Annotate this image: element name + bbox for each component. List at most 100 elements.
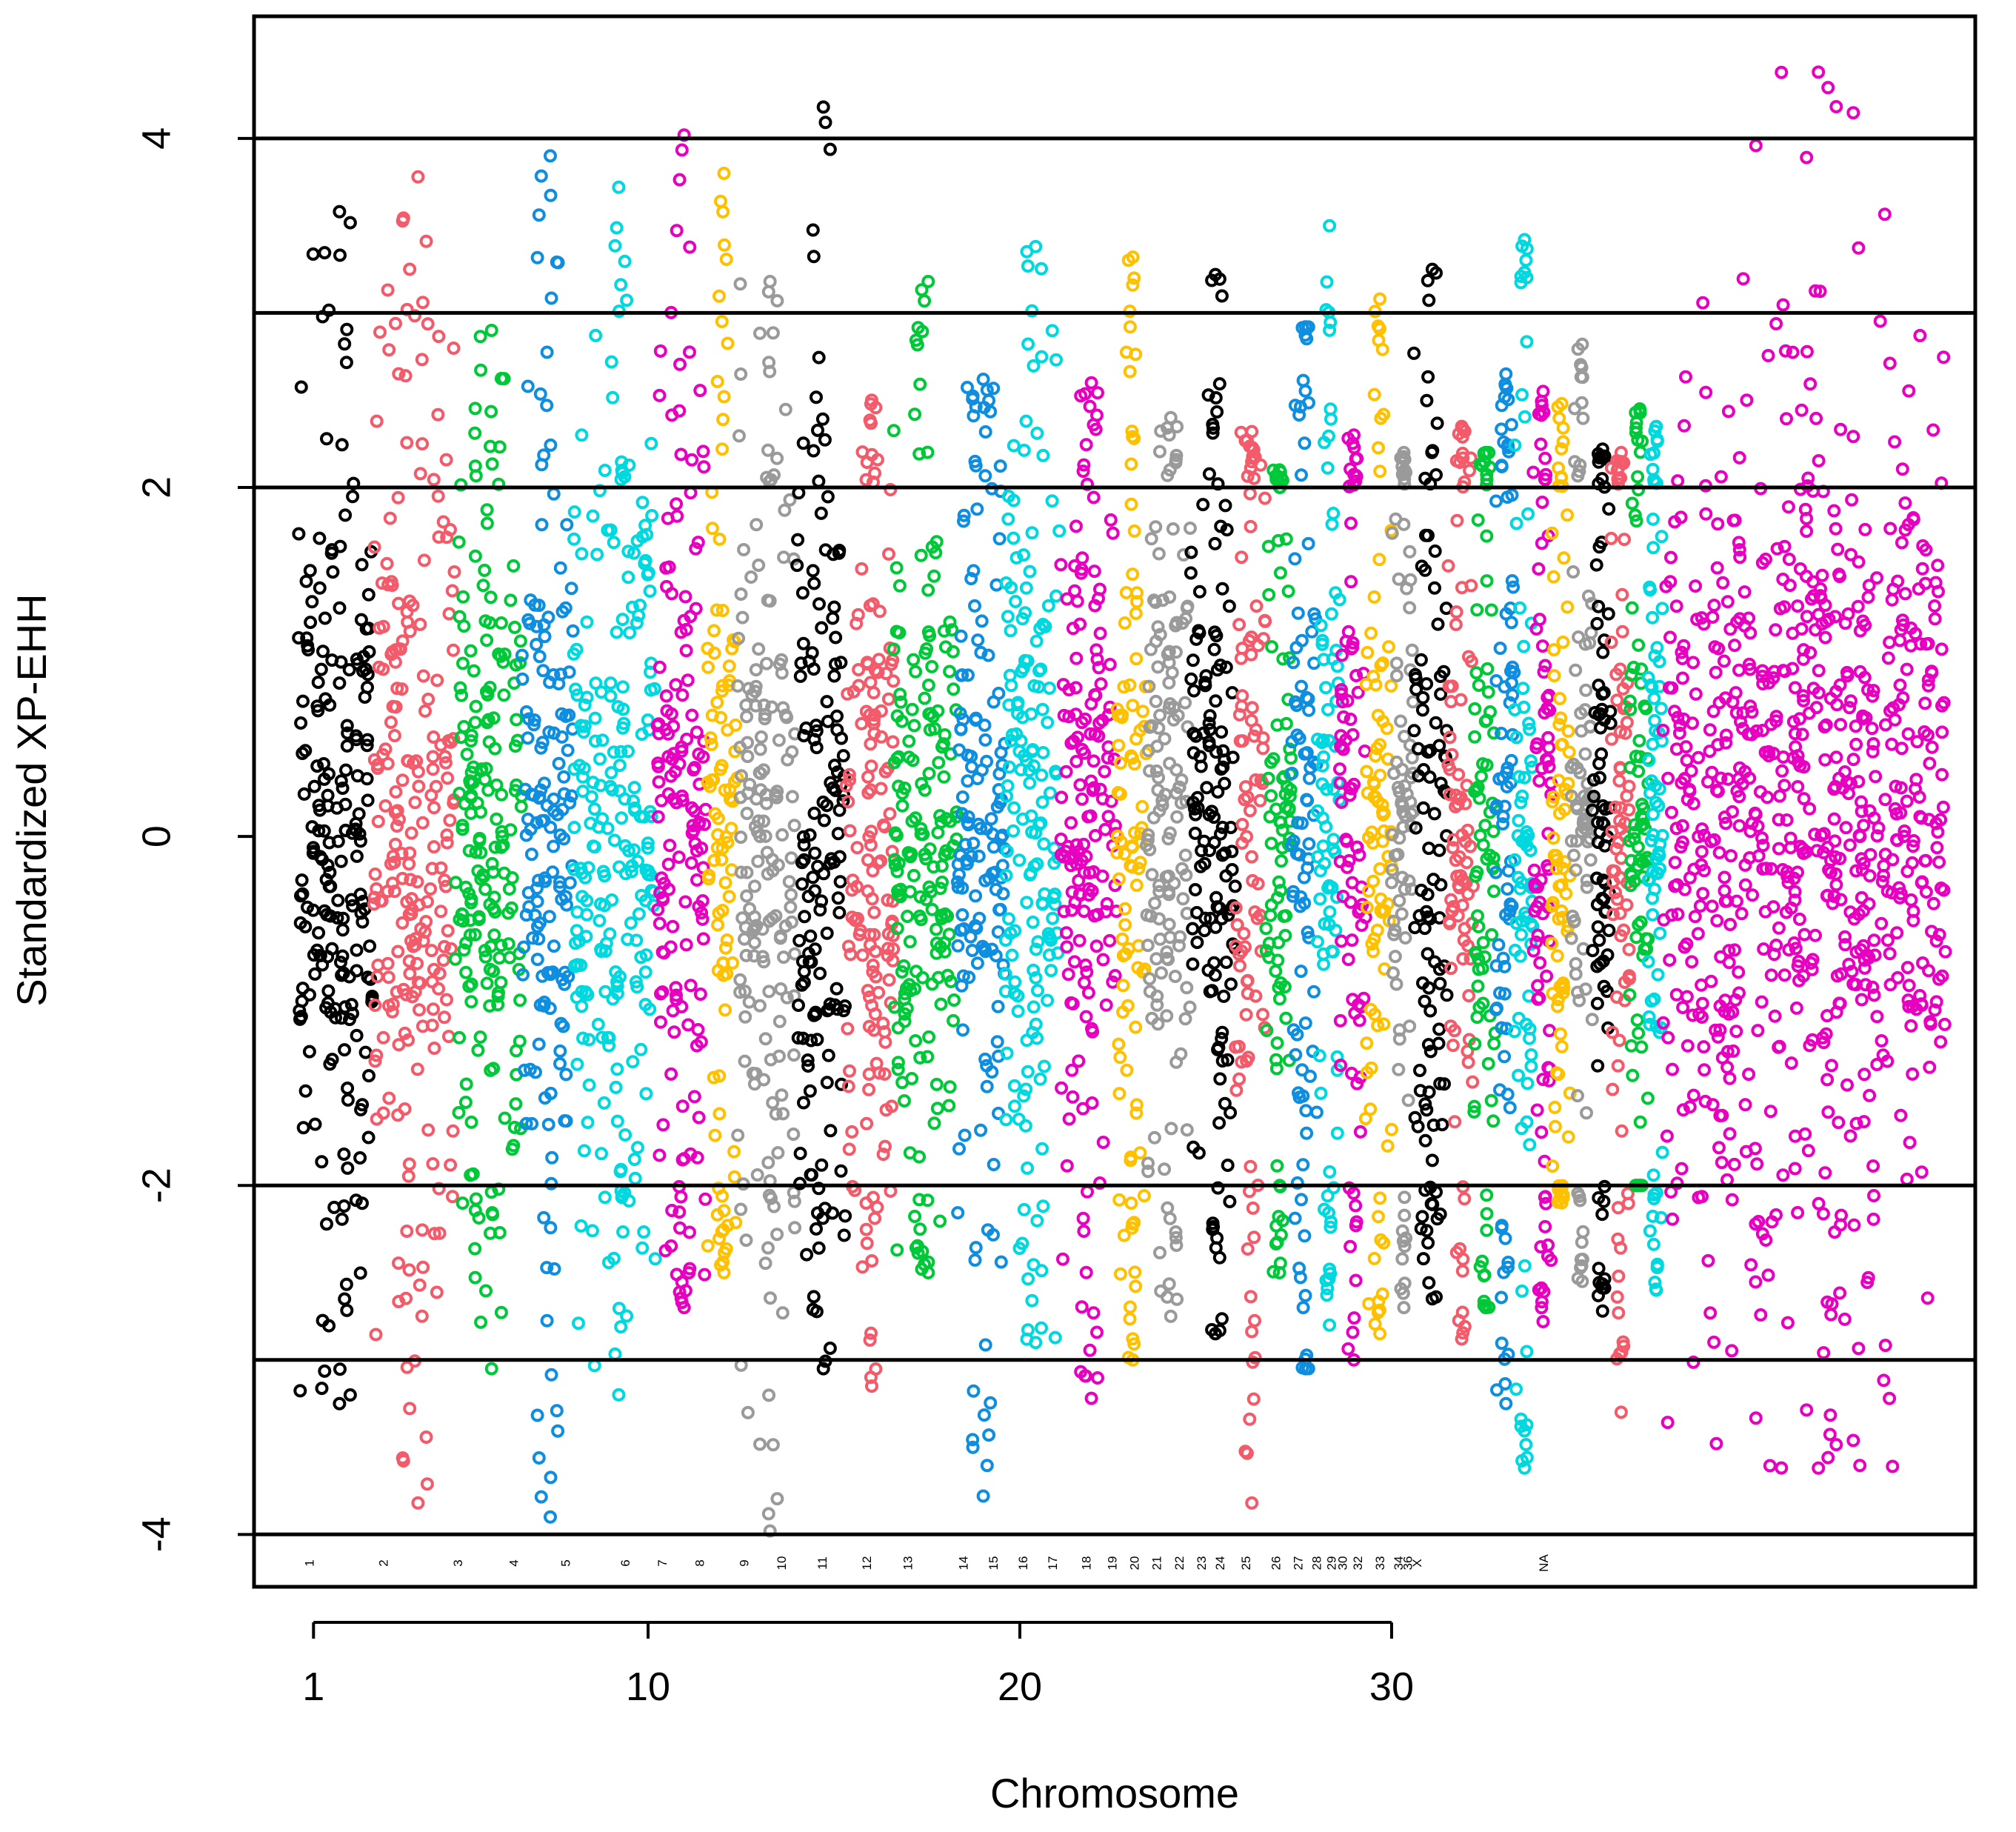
- data-point: [1031, 935, 1045, 949]
- data-point: [342, 970, 356, 984]
- data-point: [1218, 1096, 1232, 1110]
- data-point: [1065, 1063, 1079, 1077]
- data-point: [468, 716, 482, 730]
- data-point: [303, 564, 317, 578]
- data-point: [1209, 890, 1224, 905]
- data-point: [1007, 531, 1021, 545]
- data-point: [1241, 790, 1255, 805]
- data-point: [540, 399, 554, 413]
- data-point: [952, 743, 966, 757]
- chromosome-series-3: [448, 324, 529, 1376]
- data-point: [1123, 678, 1137, 692]
- data-point: [1385, 876, 1398, 890]
- data-point-max: [1272, 463, 1286, 477]
- data-point: [738, 1054, 752, 1068]
- data-point: [440, 836, 454, 850]
- data-point: [604, 689, 618, 703]
- data-point: [469, 699, 483, 713]
- data-point: [386, 699, 400, 713]
- data-point: [868, 1007, 882, 1021]
- data-point: [1243, 804, 1257, 818]
- data-point: [1137, 1189, 1151, 1203]
- data-point: [955, 668, 969, 682]
- data-point: [554, 667, 568, 682]
- data-point: [654, 987, 667, 1001]
- data-point: [595, 1147, 608, 1161]
- data-point: [340, 719, 354, 733]
- data-point: [1215, 820, 1229, 834]
- data-point: [788, 947, 802, 961]
- data-point: [935, 875, 949, 889]
- data-point: [645, 509, 659, 522]
- data-point: [725, 642, 739, 656]
- data-point: [618, 254, 632, 268]
- data-point: [1127, 1216, 1141, 1230]
- data-point: [980, 1079, 994, 1093]
- data-point: [1214, 827, 1227, 841]
- data-point: [390, 819, 404, 833]
- data-point: [907, 719, 921, 733]
- data-point: [1233, 959, 1246, 973]
- data-point: [775, 1306, 790, 1320]
- data-point: [624, 916, 638, 930]
- data-point: [1023, 564, 1037, 579]
- data-point: [1440, 724, 1454, 738]
- data-point: [841, 939, 855, 953]
- data-point: [1201, 388, 1215, 402]
- data-point: [1160, 945, 1174, 959]
- data-point: [1068, 584, 1082, 598]
- data-point: [1045, 324, 1059, 338]
- data-point: [720, 933, 734, 947]
- data-point: [707, 1070, 721, 1085]
- data-point: [1364, 1061, 1378, 1075]
- data-point: [1388, 848, 1402, 862]
- data-point: [1409, 682, 1423, 696]
- data-point: [1325, 945, 1339, 959]
- data-point: [638, 553, 652, 567]
- data-point: [353, 1266, 367, 1280]
- data-point: [1290, 1027, 1304, 1042]
- data-point: [672, 173, 687, 187]
- data-point: [961, 818, 975, 832]
- chromosome-series-16: [1140, 410, 1197, 1323]
- data-point: [974, 1123, 988, 1137]
- data-point: [590, 547, 604, 562]
- data-point: [908, 982, 922, 996]
- data-point: [317, 824, 331, 838]
- data-point: [410, 875, 424, 889]
- data-point: [734, 830, 748, 845]
- data-point: [1351, 685, 1365, 699]
- data-point: [1298, 1016, 1312, 1030]
- data-point: [641, 713, 655, 727]
- data-point: [791, 533, 805, 547]
- data-point: [774, 982, 788, 996]
- data-point: [1244, 519, 1258, 533]
- data-point: [1141, 939, 1155, 953]
- data-point: [314, 662, 328, 676]
- data-point: [1072, 887, 1087, 901]
- data-point: [1324, 1220, 1338, 1234]
- data-point: [1152, 721, 1166, 735]
- data-point: [515, 672, 530, 686]
- data-point: [890, 1243, 904, 1257]
- data-point: [1193, 750, 1207, 764]
- data-point: [695, 912, 710, 926]
- data-point: [836, 749, 850, 763]
- data-point: [1433, 976, 1447, 990]
- data-point: [1129, 1279, 1143, 1293]
- data-point: [404, 907, 418, 921]
- data-point: [843, 824, 857, 838]
- data-point: [398, 1026, 412, 1040]
- data-point: [630, 980, 644, 994]
- data-point: [395, 871, 410, 885]
- data-point: [1043, 786, 1057, 800]
- data-point: [770, 1492, 784, 1506]
- data-point: [406, 939, 420, 953]
- data-point: [1015, 664, 1029, 679]
- data-point: [540, 345, 554, 359]
- data-point: [1333, 776, 1347, 790]
- data-point: [1418, 1097, 1432, 1111]
- data-point: [887, 424, 901, 438]
- data-point: [1090, 1325, 1104, 1339]
- data-point: [333, 1362, 347, 1376]
